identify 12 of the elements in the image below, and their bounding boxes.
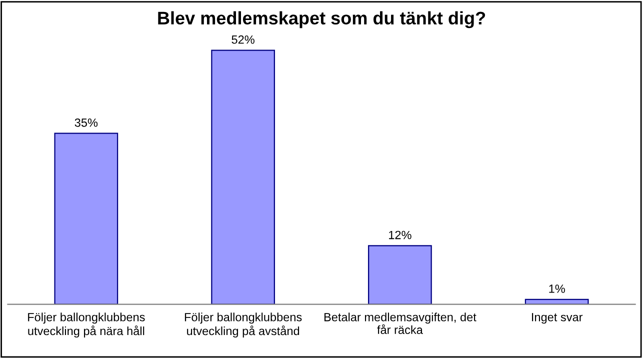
data-label: 1% xyxy=(549,284,565,293)
bar xyxy=(54,132,118,304)
x-tick-label: Följer ballongklubbens utveckling på nära håll xyxy=(28,312,145,338)
bar xyxy=(368,245,432,304)
data-label: 52% xyxy=(232,35,254,44)
x-tick-label: Inget svar xyxy=(532,313,583,324)
x-tick-label: Följer ballongklubbens utveckling på avstånd xyxy=(184,312,302,338)
bar xyxy=(211,50,275,304)
data-label: 12% xyxy=(389,230,412,240)
data-label: 35% xyxy=(74,118,98,127)
x-tick-label: Betalar medlemsavgiften, det får räcka xyxy=(324,312,476,334)
chart-title: Blev medlemskapet som du tänkt dig? xyxy=(158,11,486,28)
